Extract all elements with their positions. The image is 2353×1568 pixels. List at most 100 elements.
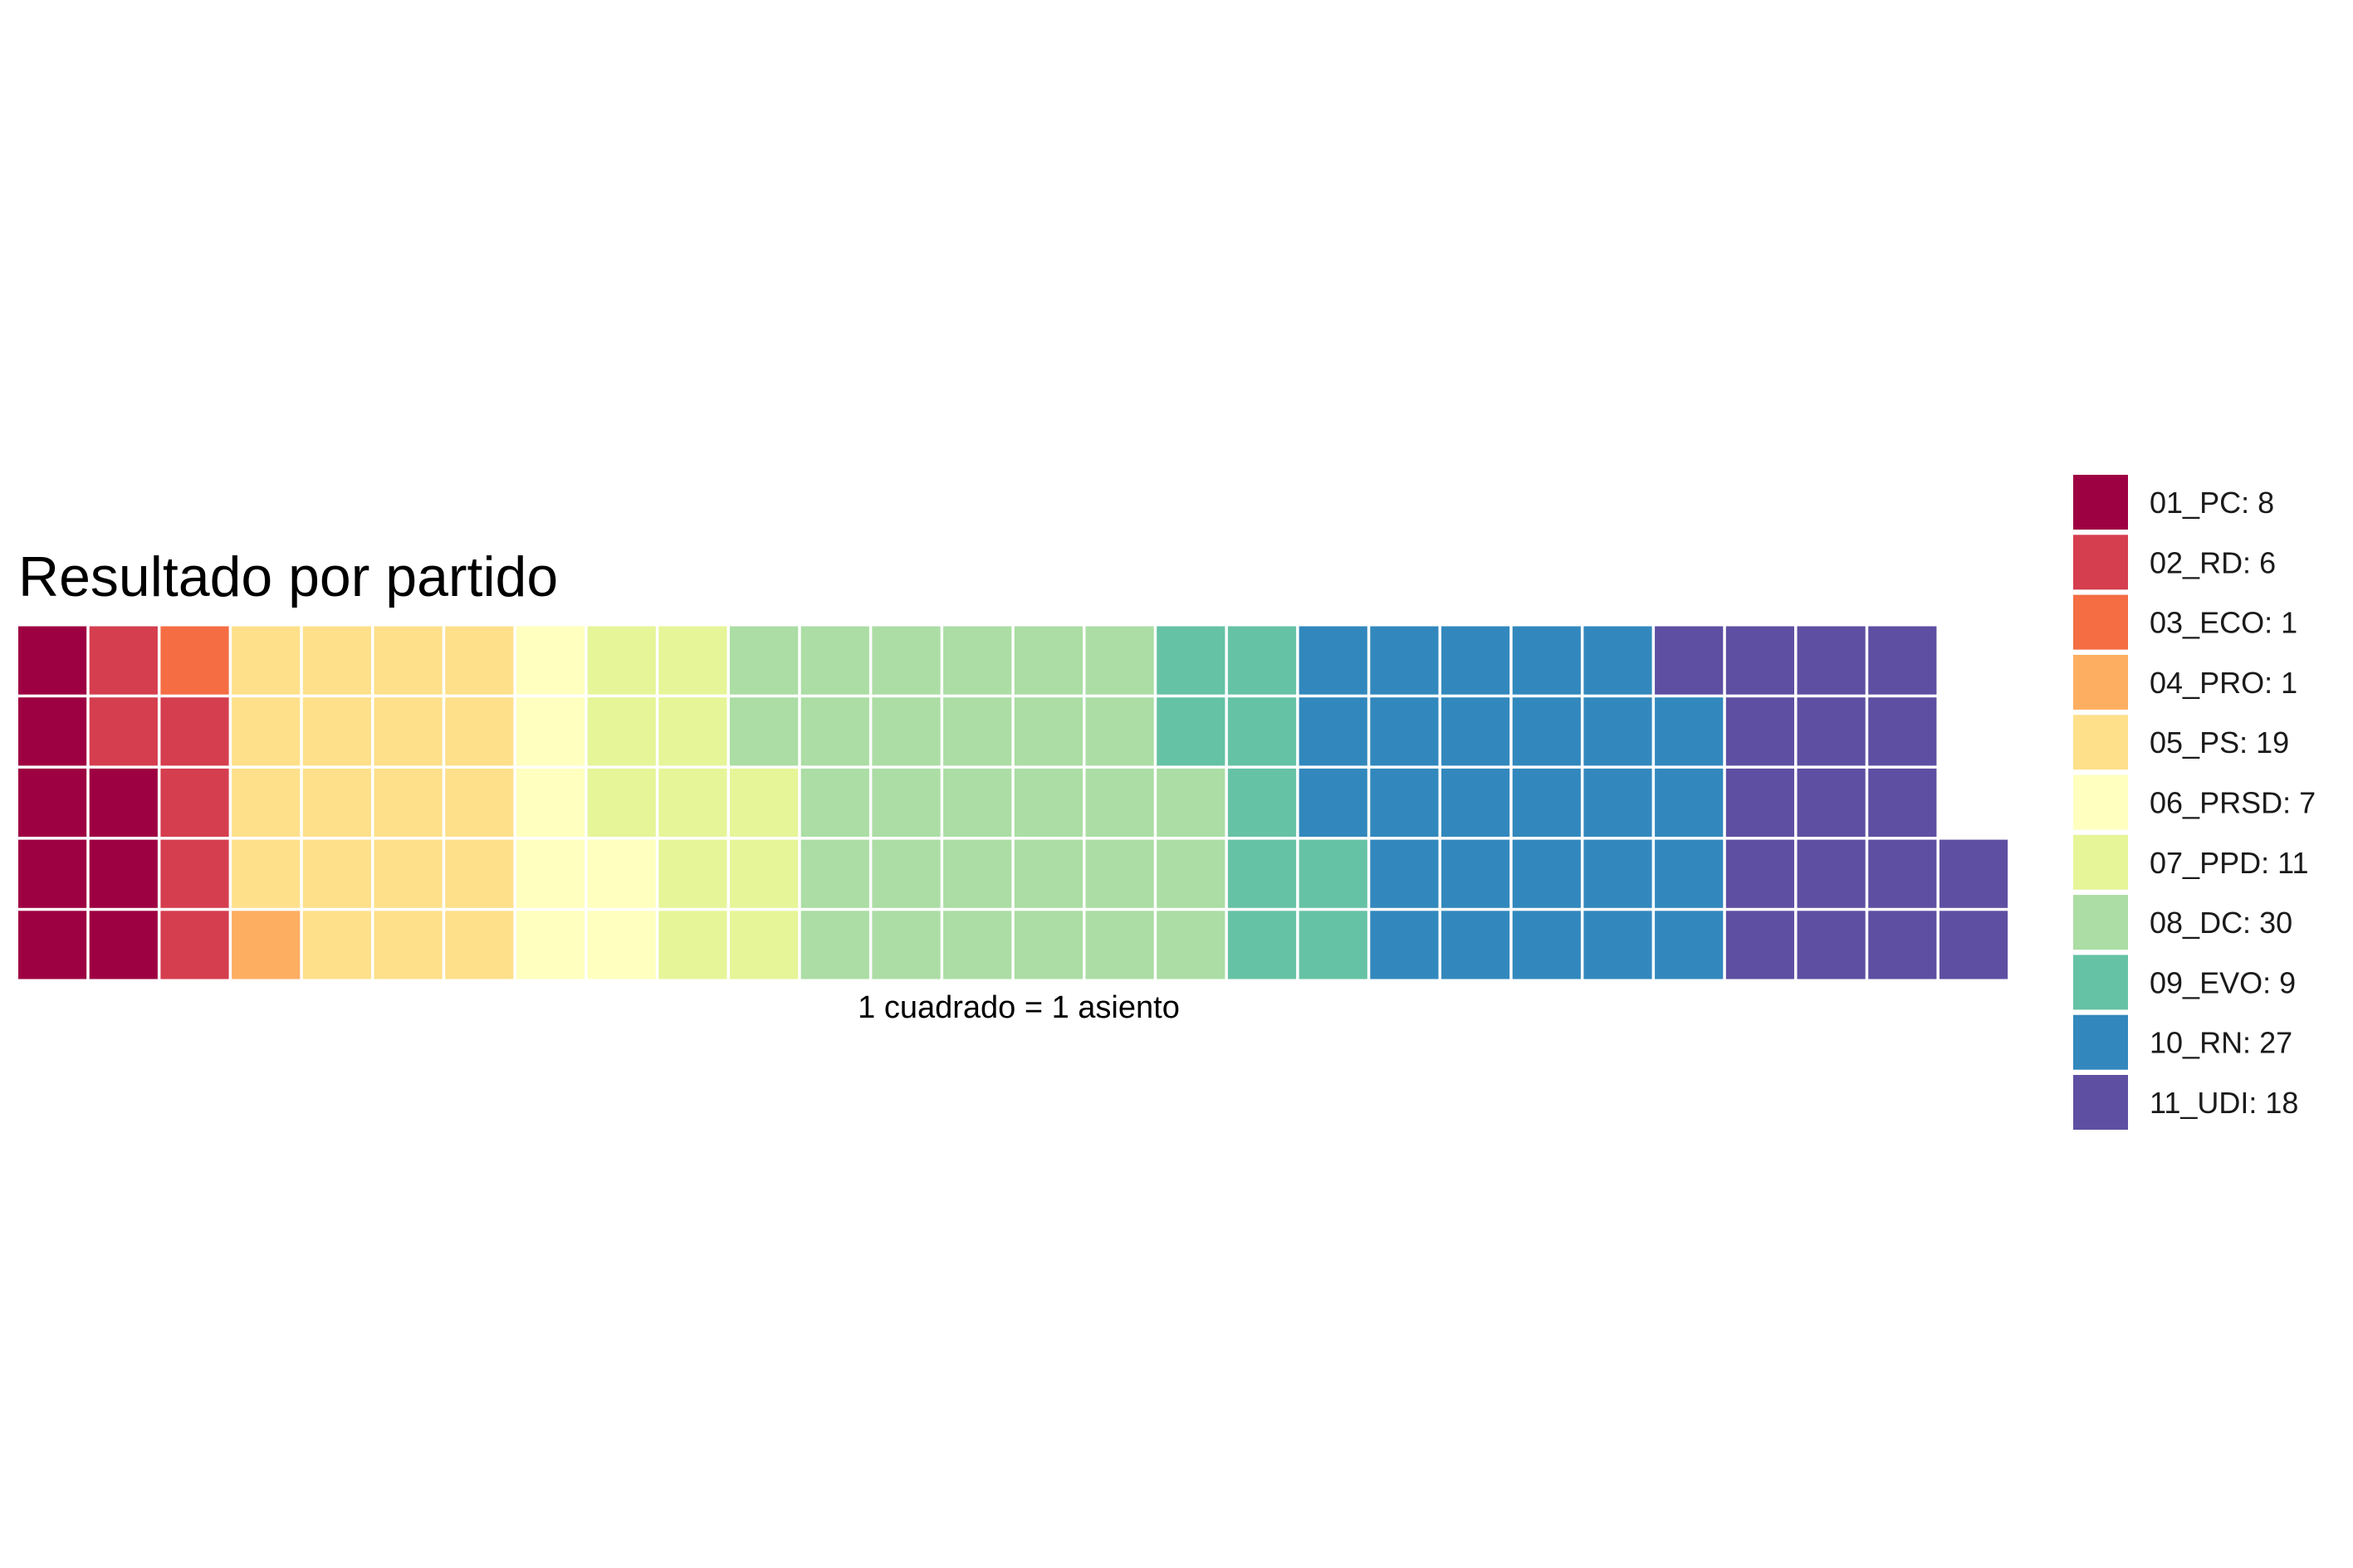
legend-key-04_PRO — [2073, 654, 2128, 710]
waffle-cell-11_UDI — [1725, 839, 1794, 908]
waffle-cell-10_RN — [1299, 626, 1367, 695]
chart-caption: 1 cuadrado = 1 asiento — [858, 990, 1180, 1025]
waffle-cell-05_PS — [445, 697, 514, 766]
waffle-cell-11_UDI — [1868, 626, 1937, 695]
waffle-cell-08_DC — [1085, 626, 1154, 695]
legend-key-01_PC — [2073, 475, 2128, 530]
waffle-cell-10_RN — [1441, 839, 1510, 908]
waffle-cell-10_RN — [1655, 911, 1724, 979]
waffle-cell-07_PPD — [658, 697, 727, 766]
waffle-cell-11_UDI — [1725, 768, 1794, 838]
legend-label-03_ECO: 03_ECO: 1 — [2150, 606, 2297, 640]
waffle-cell-05_PS — [302, 768, 371, 838]
waffle-cell-05_PS — [445, 626, 514, 695]
waffle-cell-08_DC — [1085, 839, 1154, 908]
legend-key-11_UDI — [2073, 1075, 2128, 1130]
waffle-cell-05_PS — [374, 626, 443, 695]
waffle-cell-10_RN — [1370, 839, 1439, 908]
waffle-cell-01_PC — [18, 768, 87, 838]
waffle-cell-02_RD — [89, 626, 158, 695]
waffle-cell-06_PRSD — [516, 911, 585, 979]
waffle-cell-11_UDI — [1725, 697, 1794, 766]
waffle-cell-08_DC — [872, 697, 941, 766]
waffle-cell-05_PS — [374, 839, 443, 908]
legend-key-03_ECO — [2073, 594, 2128, 650]
waffle-cell-10_RN — [1512, 911, 1581, 979]
waffle-cell-05_PS — [232, 839, 301, 908]
legend-key-02_RD — [2073, 535, 2128, 590]
waffle-cell-07_PPD — [730, 768, 799, 838]
waffle-cell-06_PRSD — [587, 911, 656, 979]
waffle-cell-01_PC — [18, 839, 87, 908]
waffle-cell-11_UDI — [1797, 768, 1866, 838]
waffle-cell-07_PPD — [587, 768, 656, 838]
waffle-cell-11_UDI — [1725, 626, 1794, 695]
waffle-cell-08_DC — [1014, 839, 1083, 908]
waffle-cell-05_PS — [302, 911, 371, 979]
waffle-cell-05_PS — [445, 839, 514, 908]
waffle-cell-10_RN — [1583, 839, 1652, 908]
waffle-cell-06_PRSD — [516, 839, 585, 908]
legend-label-08_DC: 08_DC: 30 — [2150, 906, 2292, 940]
waffle-cell-07_PPD — [730, 839, 799, 908]
waffle-cell-09_EVO — [1157, 626, 1225, 695]
waffle-cell-11_UDI — [1797, 911, 1866, 979]
waffle-cell-03_ECO — [160, 626, 229, 695]
waffle-cell-09_EVO — [1227, 839, 1297, 908]
waffle-cell-08_DC — [943, 839, 1012, 908]
waffle-cell-09_EVO — [1227, 768, 1297, 838]
waffle-cell-10_RN — [1370, 768, 1439, 838]
waffle-cell-05_PS — [302, 697, 371, 766]
waffle-cell-10_RN — [1441, 911, 1510, 979]
waffle-cell-08_DC — [1085, 911, 1154, 979]
legend-key-08_DC — [2073, 895, 2128, 950]
legend-key-10_RN — [2073, 1014, 2128, 1070]
waffle-grid — [18, 626, 2008, 979]
waffle-cell-02_RD — [160, 839, 229, 908]
waffle-cell-05_PS — [232, 626, 301, 695]
legend-key-06_PRSD — [2073, 774, 2128, 830]
waffle-cell-07_PPD — [658, 911, 727, 979]
legend-label-05_PS: 05_PS: 19 — [2150, 725, 2289, 760]
waffle-cell-10_RN — [1299, 768, 1367, 838]
waffle-cell-02_RD — [160, 768, 229, 838]
waffle-cell-08_DC — [1014, 626, 1083, 695]
waffle-cell-08_DC — [730, 697, 799, 766]
legend-label-07_PPD: 07_PPD: 11 — [2150, 846, 2308, 880]
waffle-cell-10_RN — [1655, 839, 1724, 908]
waffle-cell-10_RN — [1299, 697, 1367, 766]
waffle-cell-08_DC — [943, 768, 1012, 838]
legend-label-01_PC: 01_PC: 8 — [2150, 486, 2274, 520]
waffle-cell-07_PPD — [658, 626, 727, 695]
waffle-cell-10_RN — [1583, 911, 1652, 979]
waffle-cell-09_EVO — [1227, 626, 1297, 695]
waffle-cell-08_DC — [872, 839, 941, 908]
waffle-cell-10_RN — [1512, 839, 1581, 908]
legend-label-06_PRSD: 06_PRSD: 7 — [2150, 786, 2316, 820]
waffle-cell-10_RN — [1655, 697, 1724, 766]
waffle-cell-08_DC — [1014, 911, 1083, 979]
waffle-cell-10_RN — [1512, 768, 1581, 838]
waffle-cell-10_RN — [1583, 626, 1652, 695]
waffle-cell-11_UDI — [1868, 768, 1937, 838]
waffle-cell-05_PS — [374, 911, 443, 979]
waffle-cell-08_DC — [1014, 768, 1083, 838]
waffle-cell-11_UDI — [1797, 626, 1866, 695]
legend-key-05_PS — [2073, 715, 2128, 770]
waffle-cell-11_UDI — [1868, 839, 1937, 908]
waffle-cell-07_PPD — [587, 697, 656, 766]
waffle-cell-10_RN — [1441, 626, 1510, 695]
waffle-cell-01_PC — [18, 626, 87, 695]
waffle-cell-07_PPD — [587, 626, 656, 695]
legend-label-09_EVO: 09_EVO: 9 — [2150, 965, 2296, 999]
waffle-cell-10_RN — [1512, 697, 1581, 766]
waffle-cell-06_PRSD — [516, 626, 585, 695]
waffle-cell-10_RN — [1583, 768, 1652, 838]
waffle-cell-07_PPD — [658, 768, 727, 838]
legend-label-04_PRO: 04_PRO: 1 — [2150, 666, 2297, 700]
waffle-cell-08_DC — [730, 626, 799, 695]
waffle-cell-08_DC — [1014, 697, 1083, 766]
waffle-cell-08_DC — [943, 697, 1012, 766]
waffle-cell-10_RN — [1370, 697, 1439, 766]
